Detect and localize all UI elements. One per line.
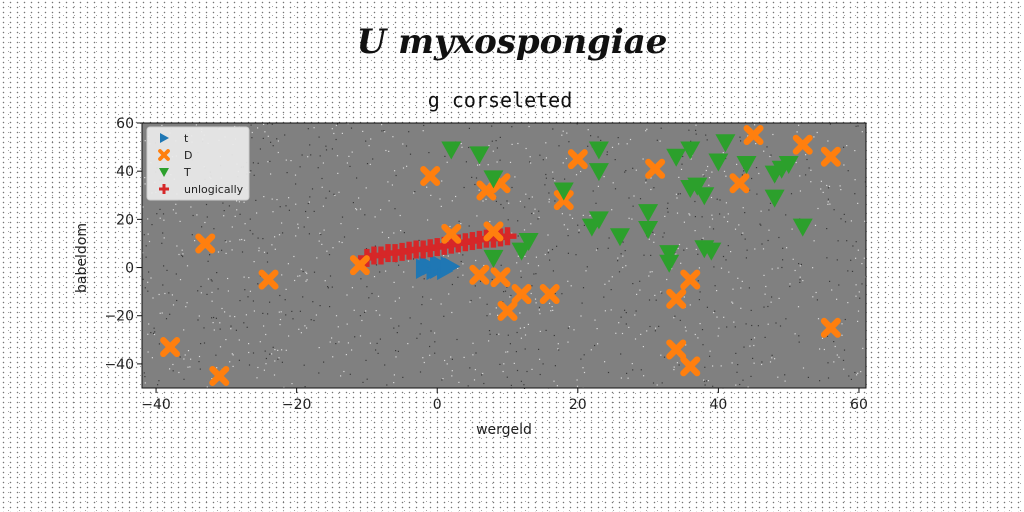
point-D-8 xyxy=(476,180,497,201)
point-D-0 xyxy=(160,337,181,358)
legend-entry-unlogically: unlogically xyxy=(159,183,244,196)
point-T-1 xyxy=(469,146,490,165)
point-D-6 xyxy=(441,223,462,244)
y-tick-label-0: −40 xyxy=(104,357,134,373)
y-tick-label-1: −20 xyxy=(104,309,134,325)
point-D-25 xyxy=(820,146,841,167)
point-D-14 xyxy=(539,284,560,305)
point-D-13 xyxy=(511,284,532,305)
legend-label-unlogically: unlogically xyxy=(184,183,244,196)
point-T-14 xyxy=(659,245,680,264)
y-tick-label-2: 0 xyxy=(125,261,134,277)
point-t-10 xyxy=(415,260,433,279)
legend-marker-D xyxy=(158,149,170,161)
point-T-21 xyxy=(694,187,715,206)
x-tick-label-2: 0 xyxy=(433,397,442,413)
point-T-19 xyxy=(687,177,708,196)
point-T-29 xyxy=(778,155,799,174)
y-tick-label-5: 60 xyxy=(116,116,134,132)
y-tick-label-4: 40 xyxy=(116,164,134,180)
legend-entry-D: D xyxy=(158,149,192,162)
point-T-5 xyxy=(518,233,539,252)
point-D-20 xyxy=(680,269,701,290)
point-T-10 xyxy=(588,141,609,160)
plot-frame xyxy=(141,122,867,389)
legend-label-t: t xyxy=(184,132,189,145)
point-T-12 xyxy=(638,204,659,223)
y-axis-label: babeldom xyxy=(74,223,90,293)
point-T-23 xyxy=(708,153,729,172)
point-T-13 xyxy=(638,221,659,239)
point-D-2 xyxy=(209,365,230,386)
point-T-11 xyxy=(609,228,630,247)
x-tick-label-3: 20 xyxy=(569,397,587,413)
point-T-8 xyxy=(588,211,609,230)
point-D-17 xyxy=(645,158,666,179)
point-t-11 xyxy=(440,256,457,275)
point-D-12 xyxy=(497,300,518,321)
legend-marker-t xyxy=(160,133,169,143)
point-T-18 xyxy=(680,141,701,160)
legend-label-T: T xyxy=(183,166,191,179)
series-T xyxy=(441,134,813,273)
point-D-1 xyxy=(195,233,216,254)
point-D-4 xyxy=(349,255,370,276)
point-T-22 xyxy=(701,242,722,261)
legend-label-D: D xyxy=(184,149,192,162)
x-tick-label-0: −40 xyxy=(141,397,171,413)
figure-suptitle: U myxospongiae xyxy=(356,22,668,62)
y-tick-label-3: 20 xyxy=(116,212,134,228)
chart-axes: −40 −20 0 20 40 60 −40 −20 0 20 40 60 xyxy=(104,116,867,413)
series-D xyxy=(160,125,841,386)
point-D-11 xyxy=(490,267,511,288)
plot-area xyxy=(142,123,866,388)
point-T-0 xyxy=(441,141,462,160)
chart-title: g corseleted xyxy=(427,88,573,112)
point-D-3 xyxy=(258,269,279,290)
legend-marker-T xyxy=(159,168,169,177)
point-D-16 xyxy=(567,149,588,170)
point-D-9 xyxy=(483,221,504,242)
point-T-16 xyxy=(666,148,687,167)
legend-entry-t: t xyxy=(160,132,189,145)
point-t-9 xyxy=(430,254,447,273)
point-D-23 xyxy=(743,125,764,146)
chart-marks xyxy=(142,123,867,389)
point-T-3 xyxy=(483,249,504,268)
x-tick-label-5: 60 xyxy=(850,397,868,413)
point-D-21 xyxy=(680,356,701,377)
point-D-7 xyxy=(469,264,490,285)
point-T-15 xyxy=(659,254,680,273)
point-D-26 xyxy=(820,317,841,338)
point-D-19 xyxy=(666,339,687,360)
point-T-9 xyxy=(588,163,609,182)
point-T-30 xyxy=(792,218,813,237)
x-axis-label: wergeld xyxy=(476,422,532,438)
point-D-18 xyxy=(666,288,687,309)
legend-box xyxy=(146,126,250,201)
point-D-22 xyxy=(729,173,750,194)
point-T-6 xyxy=(553,182,574,201)
legend-marker-unlogically xyxy=(159,184,169,194)
point-T-26 xyxy=(764,189,785,208)
x-tick-label-1: −20 xyxy=(282,397,312,413)
point-T-2 xyxy=(483,170,504,189)
point-T-24 xyxy=(715,134,736,153)
point-D-5 xyxy=(420,166,441,186)
x-tick-label-4: 40 xyxy=(709,397,727,413)
series-t xyxy=(415,254,461,281)
legend-entry-T: T xyxy=(159,166,191,179)
point-T-25 xyxy=(736,155,757,174)
point-D-24 xyxy=(792,134,813,155)
